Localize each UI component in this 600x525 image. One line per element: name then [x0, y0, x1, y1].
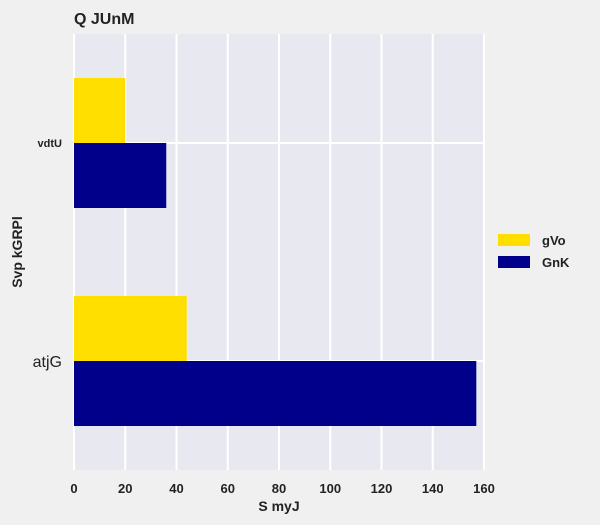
bars-group	[74, 78, 477, 426]
bar-gVo-atjG	[74, 296, 187, 361]
bar-GnK-vdtU	[74, 143, 167, 208]
x-tick-label: 80	[272, 481, 286, 496]
x-tick-label: 60	[221, 481, 235, 496]
chart-title: Q JUnM	[74, 11, 134, 28]
y-axis-label: Svp kGRPl	[9, 216, 25, 288]
x-tick-label: 140	[422, 481, 444, 496]
x-tick-label: 120	[371, 481, 393, 496]
x-tick-label: 0	[70, 481, 77, 496]
x-tick-label: 100	[319, 481, 341, 496]
x-tick-label: 20	[118, 481, 132, 496]
y-tick-label: vdtU	[38, 138, 63, 150]
x-tick-label: 40	[169, 481, 183, 496]
y-tick-labels: vdtU atjG	[33, 138, 62, 371]
legend-label: GnK	[542, 255, 570, 270]
legend-swatch-gVo	[498, 234, 530, 246]
legend-label: gVo	[542, 233, 566, 248]
x-axis-label: S myJ	[258, 498, 299, 514]
legend: gVo GnK	[498, 233, 570, 270]
bar-GnK-atjG	[74, 361, 477, 426]
bar-gVo-vdtU	[74, 78, 126, 143]
y-tick-label: atjG	[33, 354, 62, 371]
x-tick-label: 160	[473, 481, 495, 496]
legend-swatch-GnK	[498, 256, 530, 268]
x-tick-labels: 0 20 40 60 80 100 120 140 160	[70, 481, 494, 496]
